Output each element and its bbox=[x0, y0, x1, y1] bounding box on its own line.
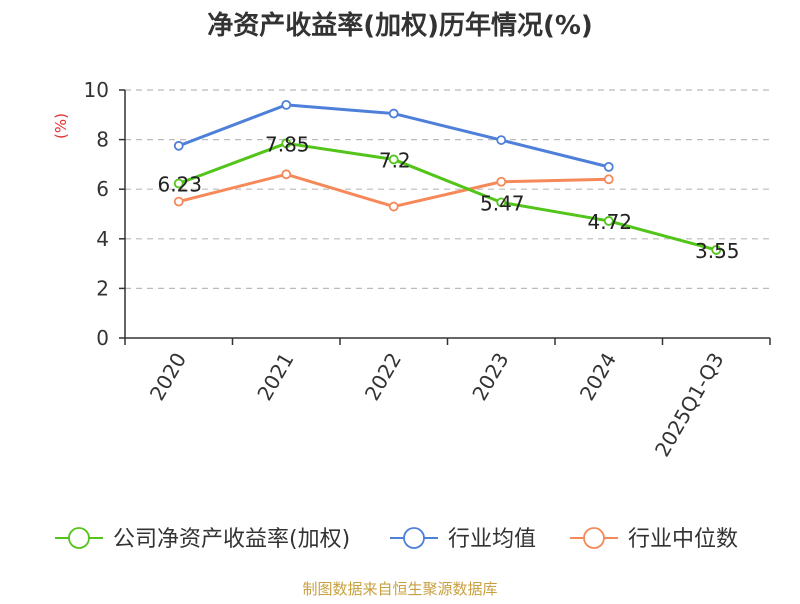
data-point bbox=[173, 196, 184, 207]
data-point bbox=[711, 245, 722, 255]
data-point bbox=[281, 138, 292, 149]
series-line bbox=[178, 141, 717, 252]
data-label: 7.2 bbox=[379, 148, 411, 172]
data-point bbox=[496, 176, 507, 187]
data-label: 7.85 bbox=[265, 132, 310, 156]
chart-title: 净资产收益率(加权)历年情况(%) bbox=[207, 10, 593, 41]
data-point bbox=[496, 197, 507, 208]
legend-label[interactable]: 公司净资产收益率(加权) bbox=[113, 527, 350, 552]
axes: 0 2 4 6 8 10 2020 2021 2022 2023 2024 2025Q1-Q3 bbox=[84, 78, 771, 461]
data-point bbox=[388, 108, 399, 119]
grid-lines bbox=[125, 89, 770, 289]
x-tick-label: 2025Q1-Q3 bbox=[650, 349, 729, 461]
y-tick-label: 4 bbox=[96, 227, 109, 251]
legend-label[interactable]: 行业中位数 bbox=[628, 527, 738, 552]
data-label: 5.47 bbox=[480, 191, 525, 215]
data-point bbox=[603, 174, 614, 185]
data-labels: 6.23 7.85 7.2 5.47 4.72 3.55 bbox=[157, 132, 739, 263]
y-tick-label: 8 bbox=[96, 128, 109, 152]
data-point bbox=[603, 216, 614, 226]
x-tick-label: 2020 bbox=[145, 349, 191, 405]
series-lines bbox=[173, 99, 722, 255]
x-tick-label: 2024 bbox=[575, 349, 621, 405]
data-point bbox=[173, 178, 184, 189]
data-label: 4.72 bbox=[587, 210, 632, 234]
y-axis-label: (%) bbox=[52, 113, 70, 139]
legend-label[interactable]: 行业均值 bbox=[448, 527, 536, 552]
data-point bbox=[388, 154, 399, 165]
legend-marker-circle[interactable] bbox=[68, 527, 90, 549]
data-point bbox=[496, 135, 507, 145]
x-tick-label: 2022 bbox=[360, 349, 406, 405]
legend[interactable]: 公司净资产收益率(加权) 行业均值 行业中位数 bbox=[55, 527, 738, 552]
data-point bbox=[603, 161, 614, 172]
y-tick-label: 10 bbox=[84, 78, 109, 102]
legend-marker-circle[interactable] bbox=[583, 527, 605, 549]
legend-marker-circle[interactable] bbox=[403, 527, 425, 549]
data-label: 3.55 bbox=[695, 239, 740, 263]
data-point bbox=[173, 140, 184, 151]
x-tick-label: 2023 bbox=[467, 349, 513, 405]
y-tick-label: 0 bbox=[96, 326, 109, 350]
data-point bbox=[281, 169, 292, 180]
y-tick-label: 6 bbox=[96, 177, 109, 201]
x-tick-label: 2021 bbox=[252, 349, 298, 405]
data-label: 6.23 bbox=[157, 172, 202, 196]
y-tick-label: 2 bbox=[96, 276, 109, 300]
data-point bbox=[281, 99, 292, 110]
source-note: 制图数据来自恒生聚源数据库 bbox=[302, 580, 497, 598]
data-point bbox=[388, 201, 399, 212]
